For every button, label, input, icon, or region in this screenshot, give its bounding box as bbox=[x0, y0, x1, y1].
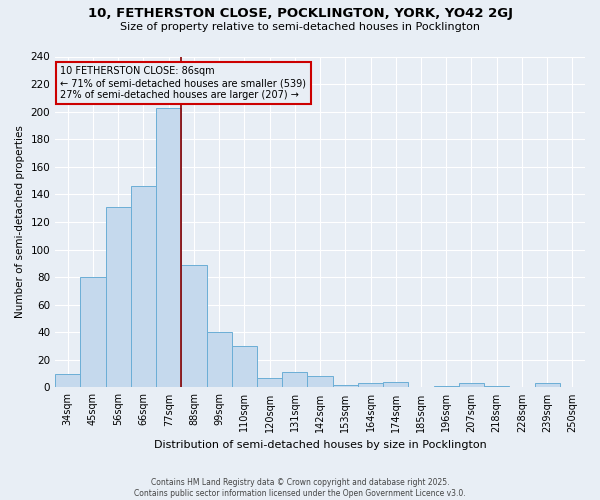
Bar bbox=[106, 207, 131, 388]
Bar bbox=[484, 386, 509, 388]
Bar bbox=[282, 372, 307, 388]
X-axis label: Distribution of semi-detached houses by size in Pocklington: Distribution of semi-detached houses by … bbox=[154, 440, 487, 450]
Text: 10 FETHERSTON CLOSE: 86sqm
← 71% of semi-detached houses are smaller (539)
27% o: 10 FETHERSTON CLOSE: 86sqm ← 71% of semi… bbox=[61, 66, 307, 100]
Text: Size of property relative to semi-detached houses in Pocklington: Size of property relative to semi-detach… bbox=[120, 22, 480, 32]
Bar bbox=[535, 384, 560, 388]
Bar bbox=[383, 382, 409, 388]
Bar bbox=[156, 108, 181, 388]
Bar bbox=[307, 376, 332, 388]
Text: 10, FETHERSTON CLOSE, POCKLINGTON, YORK, YO42 2GJ: 10, FETHERSTON CLOSE, POCKLINGTON, YORK,… bbox=[88, 8, 512, 20]
Bar bbox=[257, 378, 282, 388]
Bar bbox=[206, 332, 232, 388]
Bar bbox=[434, 386, 459, 388]
Bar bbox=[80, 277, 106, 388]
Bar bbox=[181, 264, 206, 388]
Y-axis label: Number of semi-detached properties: Number of semi-detached properties bbox=[15, 126, 25, 318]
Bar bbox=[131, 186, 156, 388]
Text: Contains HM Land Registry data © Crown copyright and database right 2025.
Contai: Contains HM Land Registry data © Crown c… bbox=[134, 478, 466, 498]
Bar bbox=[55, 374, 80, 388]
Bar bbox=[459, 384, 484, 388]
Bar bbox=[358, 384, 383, 388]
Bar bbox=[332, 384, 358, 388]
Bar bbox=[232, 346, 257, 388]
